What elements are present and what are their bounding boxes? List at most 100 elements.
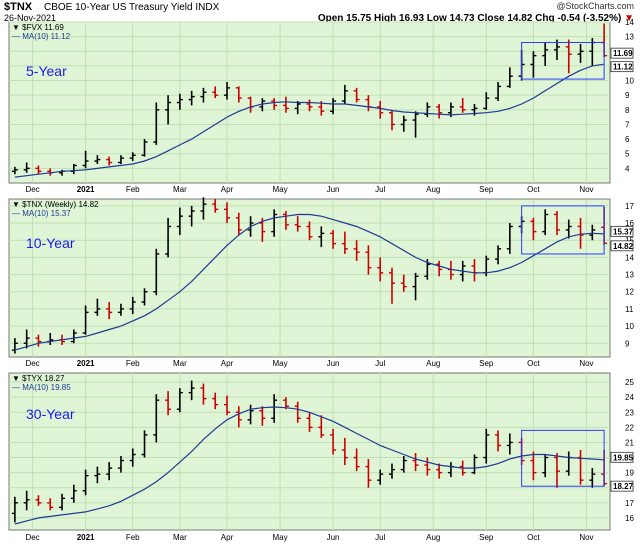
ohlc-bar	[235, 212, 242, 236]
ohlc-bar	[165, 391, 172, 416]
legend-series: ▼ $FVX 11.69	[12, 23, 64, 32]
ohlc-bar	[176, 93, 183, 110]
x-tick-label: 2021	[77, 533, 95, 542]
ohlc-bar	[553, 211, 560, 236]
ohlc-bar	[82, 150, 89, 169]
ohlc-bar	[200, 87, 207, 103]
last-value-label: 11.69	[613, 49, 633, 58]
legend-ma: — MA(10) 19.85	[12, 383, 71, 392]
panel-30-year: 16171819202122232425Dec2021FebMarAprMayJ…	[8, 372, 634, 542]
ohlc-bar	[23, 490, 30, 511]
ohlc-bar	[235, 406, 242, 428]
ohlc-bar	[271, 98, 278, 110]
ohlc-bar	[495, 430, 502, 452]
ohlc-bar	[11, 166, 18, 175]
ohlc-bar	[11, 338, 18, 354]
symbol-title: $TNX	[4, 1, 33, 13]
panel-label: 5-Year	[26, 63, 67, 79]
ohlc-bar	[495, 245, 502, 265]
ohlc-bar	[129, 296, 136, 315]
x-tick-label: Dec	[25, 359, 39, 368]
ohlc-bar	[282, 96, 289, 113]
ohlc-bar	[70, 329, 77, 344]
ohlc-bar	[153, 248, 160, 296]
x-tick-label: Apr	[221, 359, 234, 368]
legend-series: ▼ $TYX 18.27	[12, 374, 65, 383]
index-name: CBOE 10-Year US Treasury Yield INDX	[44, 2, 220, 13]
last-value-tag	[610, 480, 634, 492]
ohlc-bar	[224, 395, 231, 416]
ohlc-bar	[436, 103, 443, 119]
ohlc-bar	[577, 43, 584, 63]
y-tick-label: 7	[625, 120, 630, 129]
ohlc-bar	[530, 217, 537, 241]
y-tick-label: 10	[625, 77, 634, 86]
ohlc-bar	[200, 197, 207, 220]
ohlc-bar	[200, 383, 207, 405]
y-tick-label: 25	[625, 378, 634, 387]
ohlc-bar	[153, 102, 160, 145]
x-tick-label: Jul	[375, 533, 385, 542]
y-tick-label: 5	[625, 150, 630, 159]
x-tick-label: Mar	[173, 359, 187, 368]
ohlc-bar	[330, 98, 337, 115]
ohlc-bar	[377, 257, 384, 282]
ohlc-bar	[35, 495, 42, 506]
last-value-tag	[610, 225, 634, 237]
ohlc-bar	[530, 51, 537, 78]
x-tick-label: Aug	[426, 359, 440, 368]
chart-date: 26-Nov-2021	[4, 13, 57, 23]
ohlc-bar	[129, 448, 136, 467]
ohlc-bar	[341, 231, 348, 254]
ohlc-bar	[70, 484, 77, 503]
ohlc-bar	[353, 87, 360, 103]
y-tick-label: 11	[625, 305, 634, 314]
x-tick-label: Jun	[327, 359, 340, 368]
x-tick-label: Nov	[579, 359, 593, 368]
ohlc-bar	[224, 82, 231, 100]
ohlc-bar	[59, 493, 66, 511]
ohlc-bar	[412, 453, 419, 472]
ohlc-bar	[459, 98, 466, 113]
ohlc-bar	[424, 457, 431, 476]
ohlc-bar	[153, 394, 160, 443]
legend-ma: — MA(10) 11.12	[12, 32, 71, 41]
ohlc-bar	[117, 456, 124, 473]
ohlc-bar	[106, 156, 113, 166]
ohlc-bar	[259, 406, 266, 426]
ohlc-bar	[365, 245, 372, 275]
x-tick-label: Sep	[479, 185, 494, 194]
last-value-tag	[610, 61, 634, 73]
ohlc-bar	[318, 415, 325, 438]
ohlc-bar	[483, 428, 490, 464]
moving-average-line	[14, 63, 605, 178]
ohlc-bar	[341, 84, 348, 104]
x-tick-label: Jul	[375, 359, 385, 368]
highlight-box	[521, 205, 605, 255]
ohlc-bar	[94, 155, 101, 164]
ohlc-bar	[141, 288, 148, 306]
x-tick-label: Jul	[375, 185, 385, 194]
ohlc-bar	[306, 412, 313, 432]
x-tick-label: Mar	[173, 533, 187, 542]
ohlc-bar	[82, 469, 89, 496]
ohlc-bar	[589, 224, 596, 241]
ohlc-bar	[141, 139, 148, 157]
ohlc-bar	[11, 496, 18, 523]
ohlc-bar	[330, 229, 337, 249]
ohlc-bar	[224, 202, 231, 224]
x-tick-label: Sep	[479, 533, 494, 542]
ohlc-bar	[294, 216, 301, 232]
x-tick-label: Apr	[221, 533, 234, 542]
ohlc-bar	[330, 428, 337, 455]
ohlc-bar	[271, 394, 278, 423]
ohlc-bar	[400, 115, 407, 132]
x-tick-label: Nov	[579, 533, 593, 542]
ohlc-bar	[483, 92, 490, 110]
ohlc-bar	[212, 199, 219, 213]
last-value-label: 14.82	[613, 242, 634, 251]
ohlc-bar	[106, 302, 113, 320]
ohlc-bar	[235, 86, 242, 103]
last-value-label: 15.37	[613, 227, 634, 236]
x-tick-label: May	[272, 359, 287, 368]
